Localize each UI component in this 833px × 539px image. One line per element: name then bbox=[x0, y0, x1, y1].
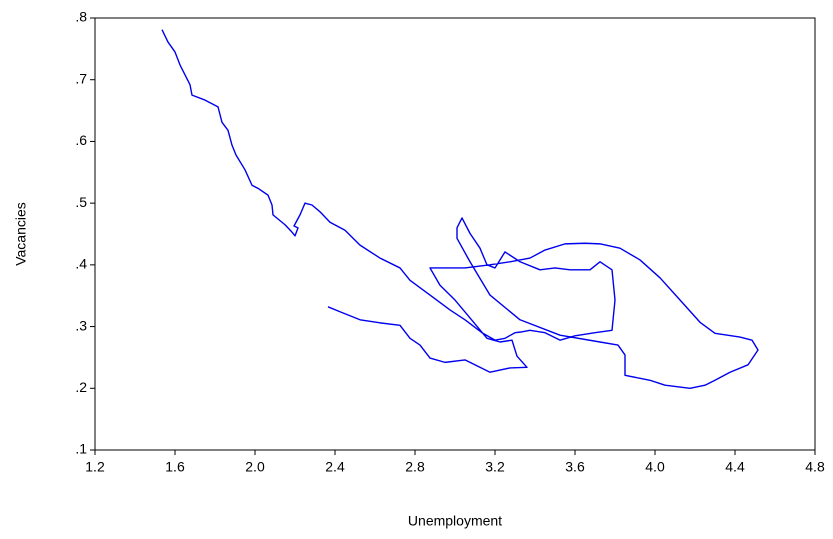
x-tick-label: 4.0 bbox=[645, 459, 665, 475]
y-tick-label: .8 bbox=[75, 9, 87, 25]
y-tick-label: .5 bbox=[75, 194, 87, 210]
y-axis-label: Vacancies bbox=[13, 202, 29, 266]
plot-frame bbox=[94, 17, 816, 451]
x-tick-label: 2.8 bbox=[405, 459, 425, 475]
y-tick-label: .2 bbox=[75, 379, 87, 395]
y-tick-label: .3 bbox=[75, 317, 87, 333]
y-tick-label: .4 bbox=[75, 256, 87, 272]
x-tick-label: 2.0 bbox=[245, 459, 265, 475]
x-tick-label: 2.4 bbox=[325, 459, 345, 475]
y-tick-label: .1 bbox=[75, 441, 87, 457]
x-tick-label: 3.2 bbox=[485, 459, 505, 475]
x-tick-label: 3.6 bbox=[565, 459, 585, 475]
y-tick-label: .7 bbox=[75, 70, 87, 86]
x-tick-label: 4.8 bbox=[805, 459, 825, 475]
x-tick-label: 1.2 bbox=[85, 459, 105, 475]
series-line bbox=[161, 29, 759, 389]
y-tick-label: .6 bbox=[75, 132, 87, 148]
x-tick-label: 4.4 bbox=[725, 459, 745, 475]
x-axis-label: Unemployment bbox=[408, 513, 502, 529]
x-tick-label: 1.6 bbox=[165, 459, 185, 475]
